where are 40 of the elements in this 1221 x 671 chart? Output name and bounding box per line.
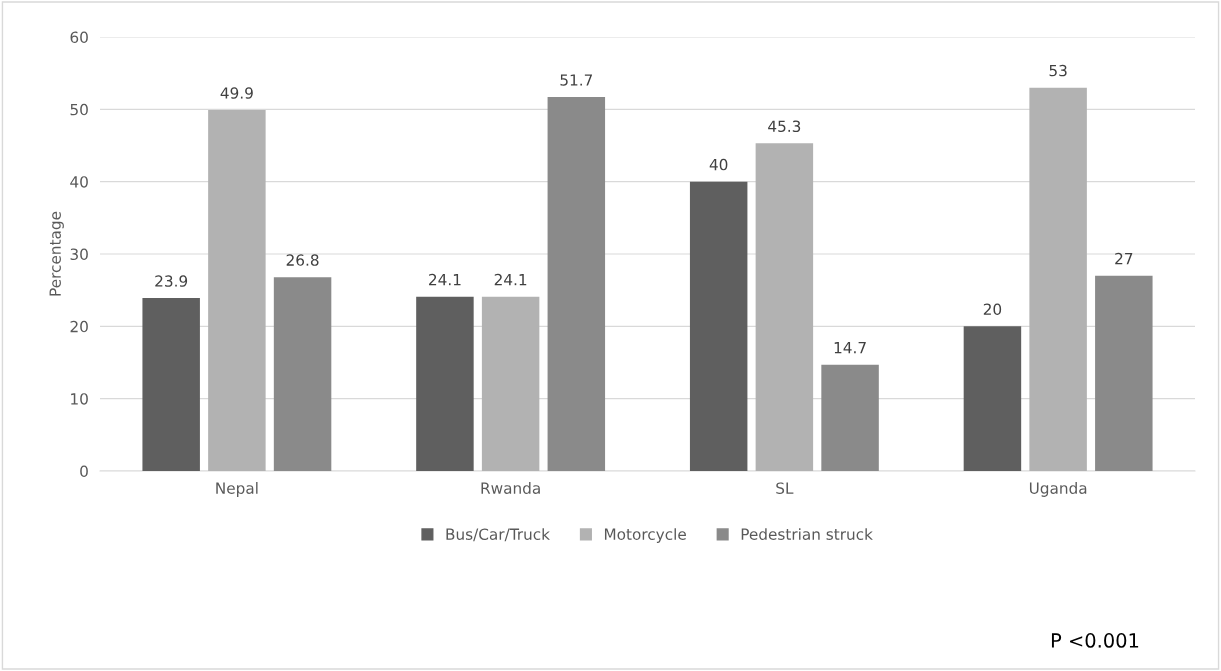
- x-tick-label: Nepal: [216, 482, 258, 497]
- y-tick-label: 10: [71, 393, 88, 405]
- text: P <0.001: [1051, 633, 1139, 648]
- bar: [142, 298, 200, 471]
- bar: [821, 364, 879, 471]
- x-tick-label: Rwanda: [481, 482, 540, 494]
- y-tick-label: 40: [70, 176, 88, 188]
- bar: [963, 326, 1022, 471]
- bar: [1095, 275, 1153, 471]
- bar: [547, 97, 606, 471]
- data-label: 26.8: [286, 254, 319, 266]
- data-label: 51.7: [560, 74, 593, 86]
- legend-label: Pedestrian struck: [741, 528, 873, 540]
- y-tick-label: 50: [70, 103, 88, 116]
- y-axis-title: Percentage: [49, 211, 64, 296]
- data-label: 27: [1115, 252, 1133, 265]
- data-label: 40: [709, 158, 728, 171]
- y-tick-label: 0: [80, 465, 88, 478]
- data-label: 53: [1049, 64, 1067, 77]
- bar: [481, 296, 540, 471]
- data-label: 24.1: [494, 273, 527, 286]
- y-tick-label: 60: [70, 31, 88, 44]
- data-label: 24.1: [429, 273, 461, 286]
- data-label: 49.9: [220, 87, 253, 99]
- bar: [416, 296, 474, 471]
- bar: [273, 277, 332, 471]
- data-label: 45.3: [768, 120, 801, 133]
- legend-label: Motorcycle: [604, 528, 686, 543]
- bar: [1029, 87, 1087, 471]
- x-tick-label: Uganda: [1029, 482, 1087, 497]
- bar: [208, 110, 266, 471]
- bar: [755, 143, 814, 471]
- data-label: 20: [983, 303, 1002, 316]
- x-tick-label: SL: [776, 482, 794, 494]
- y-tick-label: 30: [70, 248, 88, 261]
- data-label: 23.9: [155, 275, 188, 287]
- legend-label: Bus/Car/Truck: [446, 528, 550, 542]
- bar: [689, 181, 748, 471]
- y-tick-label: 20: [70, 320, 88, 333]
- data-label: 14.7: [834, 342, 866, 354]
